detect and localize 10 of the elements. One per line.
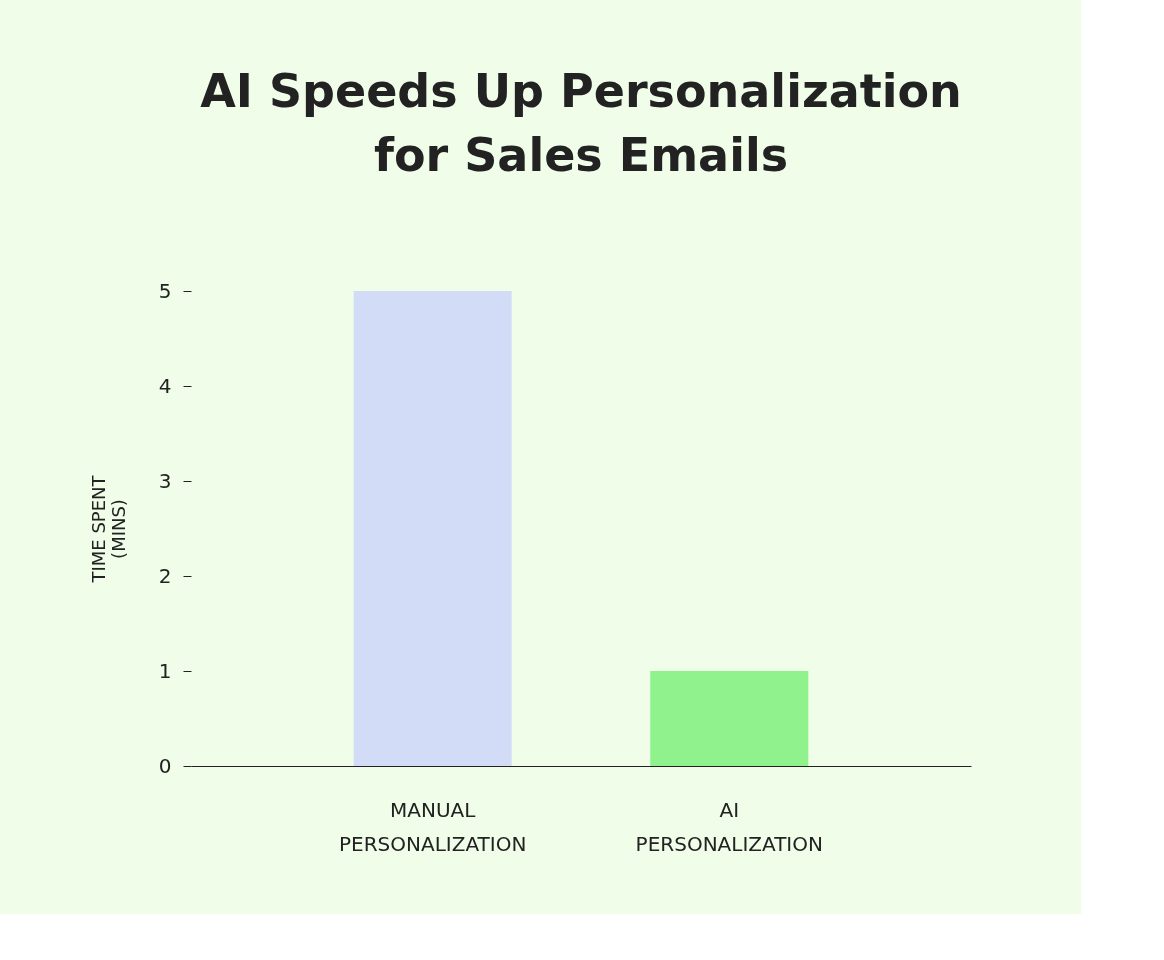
y-axis-title: TIME SPENT (MINS) <box>87 474 129 584</box>
y-tick-label: 4 <box>158 373 172 398</box>
chart-title: AI Speeds Up Personalization for Sales Emails <box>200 64 962 182</box>
y-tick-label: 2 <box>158 563 172 588</box>
x-tick-label: AI PERSONALIZATION <box>635 797 823 856</box>
y-tick-label: 1 <box>158 658 172 683</box>
y-tick-label: 3 <box>158 468 172 493</box>
y-tick-label: 5 <box>158 278 172 303</box>
x-tick-label: MANUAL PERSONALIZATION <box>339 797 527 856</box>
y-tick-label: 0 <box>158 753 172 778</box>
